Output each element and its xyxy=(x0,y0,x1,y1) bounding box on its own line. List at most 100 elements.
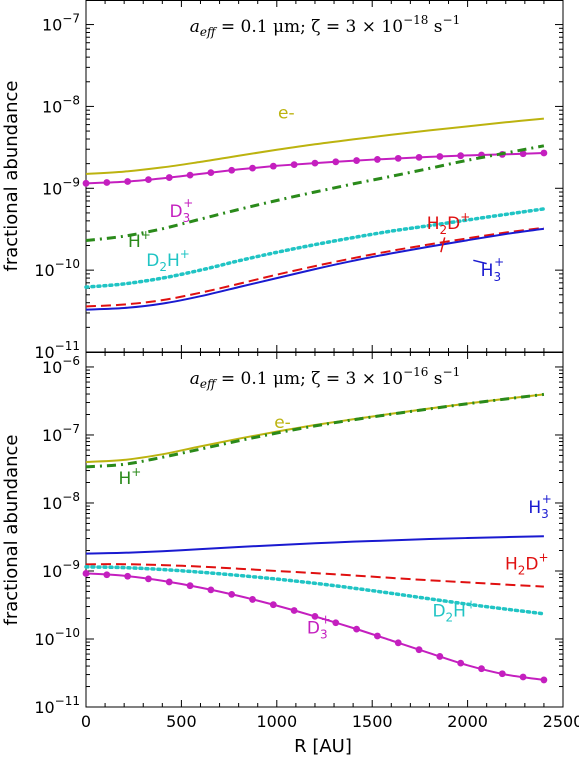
bottom-panel: 0 500 1000 1500 2000 250010−1110−1010−910−810… xyxy=(34,352,579,731)
y-tick-base: 10 xyxy=(42,494,62,513)
series-label-e-: e- xyxy=(274,413,291,433)
series-marker-d3- xyxy=(332,619,340,627)
label-base: D xyxy=(525,555,538,575)
label-superscript: + xyxy=(466,598,476,612)
label-base: H xyxy=(528,498,541,518)
label-base: H xyxy=(118,469,131,489)
label-superscript: + xyxy=(141,228,151,242)
y-tick-label: 10−8 xyxy=(42,93,80,116)
label-subscript: 2 xyxy=(440,223,448,237)
series-label-d2h-: D2H+ xyxy=(146,247,190,274)
y-tick-exponent: −6 xyxy=(62,354,80,368)
series-marker-d3- xyxy=(353,157,360,164)
series-marker-d3- xyxy=(436,153,444,160)
y-tick-label: 10−10 xyxy=(34,626,80,649)
y-tick-label: 10−6 xyxy=(42,354,80,377)
series-marker-d3- xyxy=(415,153,423,161)
y-tick-label: 10−8 xyxy=(42,490,80,513)
title-unit-exponent: −1 xyxy=(443,13,461,27)
y-tick-label: 10−11 xyxy=(34,339,80,362)
label-base: H xyxy=(427,214,440,234)
label-subscript: 3 xyxy=(493,270,501,284)
series-marker-d3- xyxy=(290,161,298,168)
x-tick-label: 1000 xyxy=(256,712,297,731)
plot-frame xyxy=(85,352,564,708)
y-tick-label: 10−7 xyxy=(42,422,80,445)
title-unit: s xyxy=(428,17,442,37)
series-marker-d3- xyxy=(165,578,173,586)
label-superscript: + xyxy=(538,551,548,565)
y-tick-exponent: −11 xyxy=(55,694,80,708)
label-base: D xyxy=(170,202,183,222)
y-tick-exponent: −7 xyxy=(62,422,80,436)
title-exponent: −18 xyxy=(403,13,428,27)
title-unit: s xyxy=(428,369,442,389)
x-tick-label: 2000 xyxy=(447,712,488,731)
y-tick-label: 10−10 xyxy=(34,257,80,280)
y-tick-exponent: −11 xyxy=(55,339,80,353)
label-base: D xyxy=(447,214,460,234)
panel-title: aeff = 0.1 μm; ζ = 3 × 10−16 s−1 xyxy=(190,365,460,391)
y-tick-base: 10 xyxy=(34,630,54,649)
series-marker-d3- xyxy=(103,571,111,579)
y-tick-label: 10−11 xyxy=(34,694,80,717)
series-marker-d3- xyxy=(498,670,506,678)
series-marker-d3- xyxy=(415,646,423,654)
series-marker-d3- xyxy=(186,171,194,179)
series-line-h3- xyxy=(85,227,545,311)
series-line-h2d- xyxy=(85,226,545,308)
series-marker-d3- xyxy=(186,582,194,590)
y-tick-label: 10−9 xyxy=(42,175,80,198)
x-tick-label: 500 xyxy=(166,712,197,731)
y-tick-base: 10 xyxy=(42,358,62,377)
label-base: H xyxy=(505,555,518,575)
series-label-h3-: H3+ xyxy=(528,492,552,521)
title-subscript: eff xyxy=(200,25,218,39)
label-superscript: + xyxy=(542,492,552,506)
label-superscript: + xyxy=(460,210,470,224)
series-marker-d3- xyxy=(124,572,132,580)
label-base: H xyxy=(453,602,466,622)
series-label-h2d-: H2D+ xyxy=(427,210,471,237)
label-base: D xyxy=(432,602,445,622)
label-superscript: + xyxy=(183,196,193,210)
series-line-d2h- xyxy=(84,207,546,289)
series-marker-d3- xyxy=(457,152,465,160)
series-marker-d3- xyxy=(540,676,548,684)
leader-line xyxy=(473,259,487,265)
series-marker-d3- xyxy=(311,612,319,620)
y-tick-label: 10−7 xyxy=(42,12,80,35)
series-marker-d3- xyxy=(436,653,444,660)
series-line-h3- xyxy=(85,535,544,555)
x-tick-label: 1500 xyxy=(352,712,393,731)
y-tick-exponent: −7 xyxy=(62,12,80,26)
y-tick-base: 10 xyxy=(34,698,54,717)
label-base: e- xyxy=(274,413,291,433)
label-subscript: 3 xyxy=(541,507,549,521)
series-line-e- xyxy=(85,117,544,175)
label-base: H xyxy=(481,261,494,281)
series-marker-d3- xyxy=(124,178,132,185)
title-exponent: −16 xyxy=(403,365,428,379)
label-superscript: + xyxy=(131,465,141,479)
series-marker-d3- xyxy=(82,179,90,187)
series-marker-d3- xyxy=(103,179,111,186)
label-subscript: 2 xyxy=(159,260,167,274)
series-marker-d3- xyxy=(394,154,402,162)
title-subscript: eff xyxy=(200,377,218,391)
series-marker-d3- xyxy=(353,625,360,633)
series-marker-d3- xyxy=(290,607,298,614)
series-marker-d3- xyxy=(374,156,381,163)
label-superscript: + xyxy=(180,247,190,261)
y-axis-label-top: fractional abundance xyxy=(1,80,22,271)
series-marker-d3- xyxy=(145,176,152,184)
title-part: a xyxy=(190,369,200,389)
x-tick-label: 2500 xyxy=(543,712,579,731)
y-tick-label: 10−9 xyxy=(42,558,80,581)
series-marker-d3- xyxy=(249,164,256,172)
y-tick-exponent: −8 xyxy=(62,93,80,107)
series-line-d2h- xyxy=(84,565,546,616)
series-marker-d3- xyxy=(519,673,527,681)
